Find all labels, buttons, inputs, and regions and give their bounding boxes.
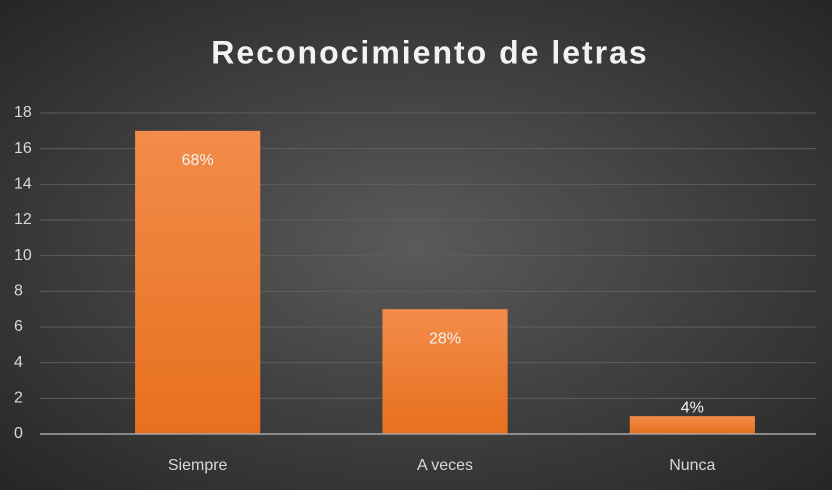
data-label: 28%: [429, 330, 461, 347]
y-tick-label: 0: [14, 425, 23, 442]
x-tick-label: Nunca: [669, 457, 715, 474]
chart-title: Reconocimiento de letras: [211, 34, 648, 70]
data-label: 4%: [681, 399, 704, 416]
bar: [629, 416, 755, 434]
y-tick-label: 6: [14, 318, 23, 335]
y-tick-label: 2: [14, 390, 23, 407]
y-tick-label: 18: [14, 104, 32, 121]
x-tick-label: Siempre: [168, 457, 228, 474]
y-tick-label: 12: [14, 211, 32, 228]
bar: [135, 130, 261, 435]
y-tick-label: 8: [14, 283, 23, 300]
y-tick-label: 4: [14, 354, 23, 371]
bar: [382, 309, 508, 434]
y-tick-label: 14: [14, 176, 32, 193]
y-tick-label: 10: [14, 247, 32, 264]
x-tick-label: A veces: [417, 457, 473, 474]
y-tick-label: 16: [14, 140, 32, 157]
data-label: 68%: [182, 152, 214, 169]
